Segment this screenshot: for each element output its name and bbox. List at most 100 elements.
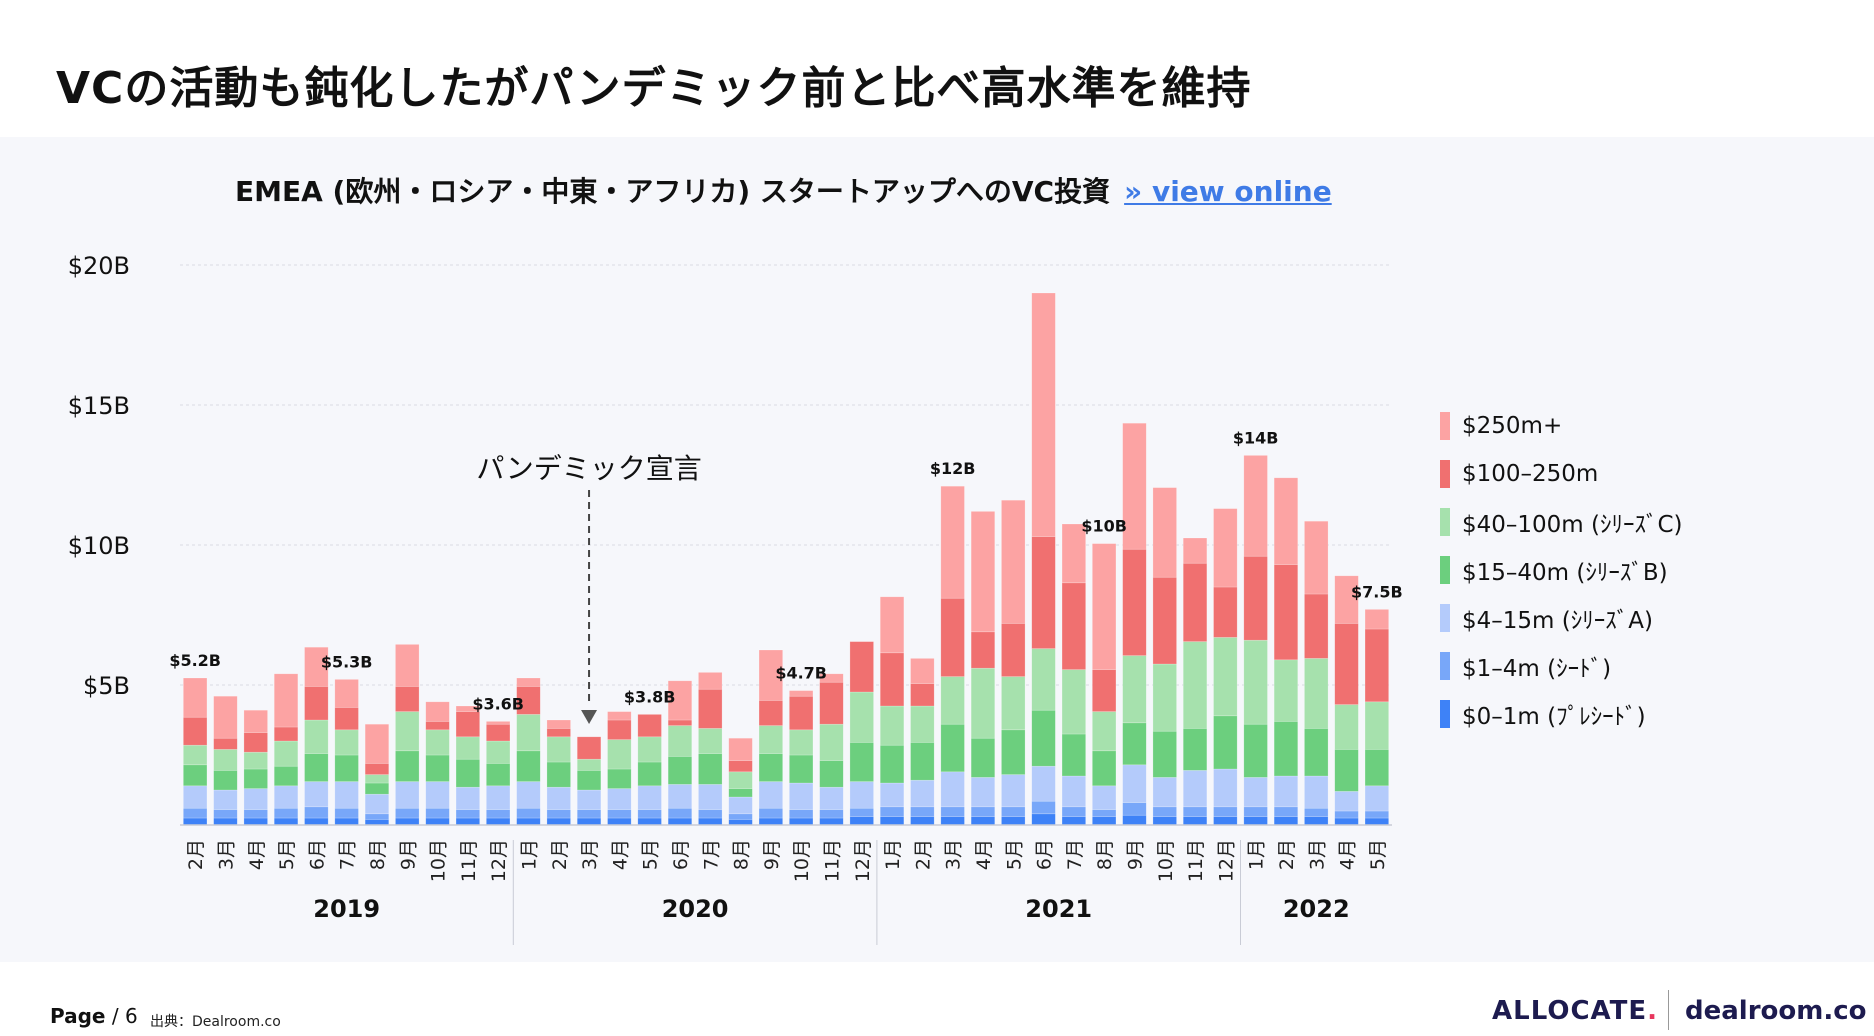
bar-segment (789, 695, 814, 731)
bar-segment (1213, 816, 1238, 826)
bar-segment (940, 485, 965, 599)
bar-segment (970, 631, 996, 669)
bar-segment (1001, 729, 1026, 775)
bar-segment (364, 774, 390, 784)
x-tick-label: 3月 (1306, 839, 1328, 870)
x-tick-label: 3月 (579, 839, 601, 870)
bar-segment (1122, 764, 1147, 803)
bar-segment (546, 736, 571, 763)
bar-segment (1334, 704, 1359, 750)
bar-segment (819, 760, 844, 788)
bar-value-label: $4.7B (775, 664, 827, 683)
bar-segment (910, 658, 935, 684)
bar-segment (364, 782, 390, 795)
bar-segment (1182, 816, 1208, 826)
x-tick-label: 1月 (1246, 839, 1268, 870)
bar-segment (637, 714, 662, 738)
bar-segment (789, 809, 814, 819)
bar-segment (1273, 477, 1299, 565)
bar-segment (970, 737, 996, 778)
bar-segment (789, 690, 814, 697)
bar-segment (698, 688, 723, 729)
bar-segment (455, 809, 480, 819)
legend-swatch (1440, 508, 1450, 536)
bar-segment (940, 816, 965, 826)
x-tick-label: 12月 (1215, 839, 1237, 882)
bar-segment (879, 744, 905, 784)
bar-segment (425, 729, 450, 756)
bar-segment (698, 817, 723, 826)
bar-segment (970, 816, 996, 826)
bar-segment (516, 750, 541, 782)
bar-segment (1031, 709, 1056, 767)
bar-segment (1364, 785, 1389, 812)
bar-segment (970, 667, 996, 739)
legend-item: $100–250m (1440, 450, 1683, 498)
bar-segment (698, 753, 723, 785)
x-tick-label: 4月 (246, 839, 268, 870)
bar-segment (1213, 508, 1238, 588)
x-tick-label: 4月 (973, 839, 995, 870)
bar-segment (213, 737, 238, 750)
bar-segment (910, 683, 935, 707)
bar-segment (304, 806, 329, 819)
view-online-link[interactable]: » view online (1124, 175, 1332, 208)
bar-segment (213, 695, 238, 739)
bar-value-label: $5.3B (321, 652, 373, 671)
bar-segment (546, 817, 571, 826)
legend-swatch (1440, 700, 1450, 728)
bar-segment (758, 725, 783, 754)
bar-segment (1243, 816, 1268, 826)
legend-swatch (1440, 412, 1450, 440)
bar-segment (1182, 770, 1208, 808)
bar-segment (213, 770, 238, 791)
bar-segment (334, 807, 359, 819)
bar-segment (1364, 701, 1389, 750)
bar-value-label: $10B (1081, 517, 1127, 536)
bar-segment (486, 740, 511, 764)
x-tick-label: 5月 (1003, 839, 1025, 870)
x-tick-label: 12月 (852, 839, 874, 882)
x-tick-label: 8月 (1094, 839, 1116, 870)
bar-segment (395, 644, 420, 687)
bar-segment (183, 785, 208, 809)
bar-segment (758, 817, 783, 826)
bar-segment (1182, 562, 1208, 642)
bar-segment (819, 673, 844, 683)
bar-segment (425, 754, 450, 782)
bar-segment (728, 813, 753, 820)
bar-segment (667, 817, 693, 826)
bar-segment (607, 817, 632, 826)
x-tick-label: 6月 (1034, 839, 1056, 870)
bar-segment (819, 723, 844, 761)
bar-segment (576, 736, 602, 760)
annotation-label: パンデミック宣言 (476, 452, 701, 485)
bar-segment (1122, 722, 1147, 766)
bar-segment (1061, 775, 1086, 808)
bar-segment (213, 789, 238, 810)
bar-segment (1122, 548, 1147, 656)
bar-segment (516, 817, 541, 826)
bar-segment (334, 679, 359, 708)
chart-title-text: EMEA (欧州・ロシア・中東・アフリカ) スタートアップへのVC投資 (235, 175, 1111, 208)
bar-segment (1243, 806, 1268, 817)
bar-segment (789, 782, 814, 810)
bar-segment (758, 649, 783, 701)
bar-segment (1031, 648, 1056, 711)
bar-segment (1273, 659, 1299, 722)
bar-segment (1122, 802, 1147, 816)
bar-segment (1182, 728, 1208, 771)
x-tick-label: 9月 (761, 839, 783, 870)
bar-segment (243, 788, 268, 810)
bar-segment (395, 686, 420, 712)
bar-segment (243, 809, 268, 819)
bar-segment (1061, 733, 1086, 777)
bar-segment (516, 714, 541, 752)
bar-segment (910, 705, 935, 743)
bar-segment (364, 813, 390, 820)
bar-segment (546, 786, 571, 810)
bar-segment (213, 817, 238, 826)
chart-legend: $250m+ $100–250m $40–100m (ｼﾘｰｽﾞC) $15–40m … (1440, 402, 1683, 738)
bar-segment (940, 806, 965, 817)
bar-segment (1243, 639, 1268, 725)
